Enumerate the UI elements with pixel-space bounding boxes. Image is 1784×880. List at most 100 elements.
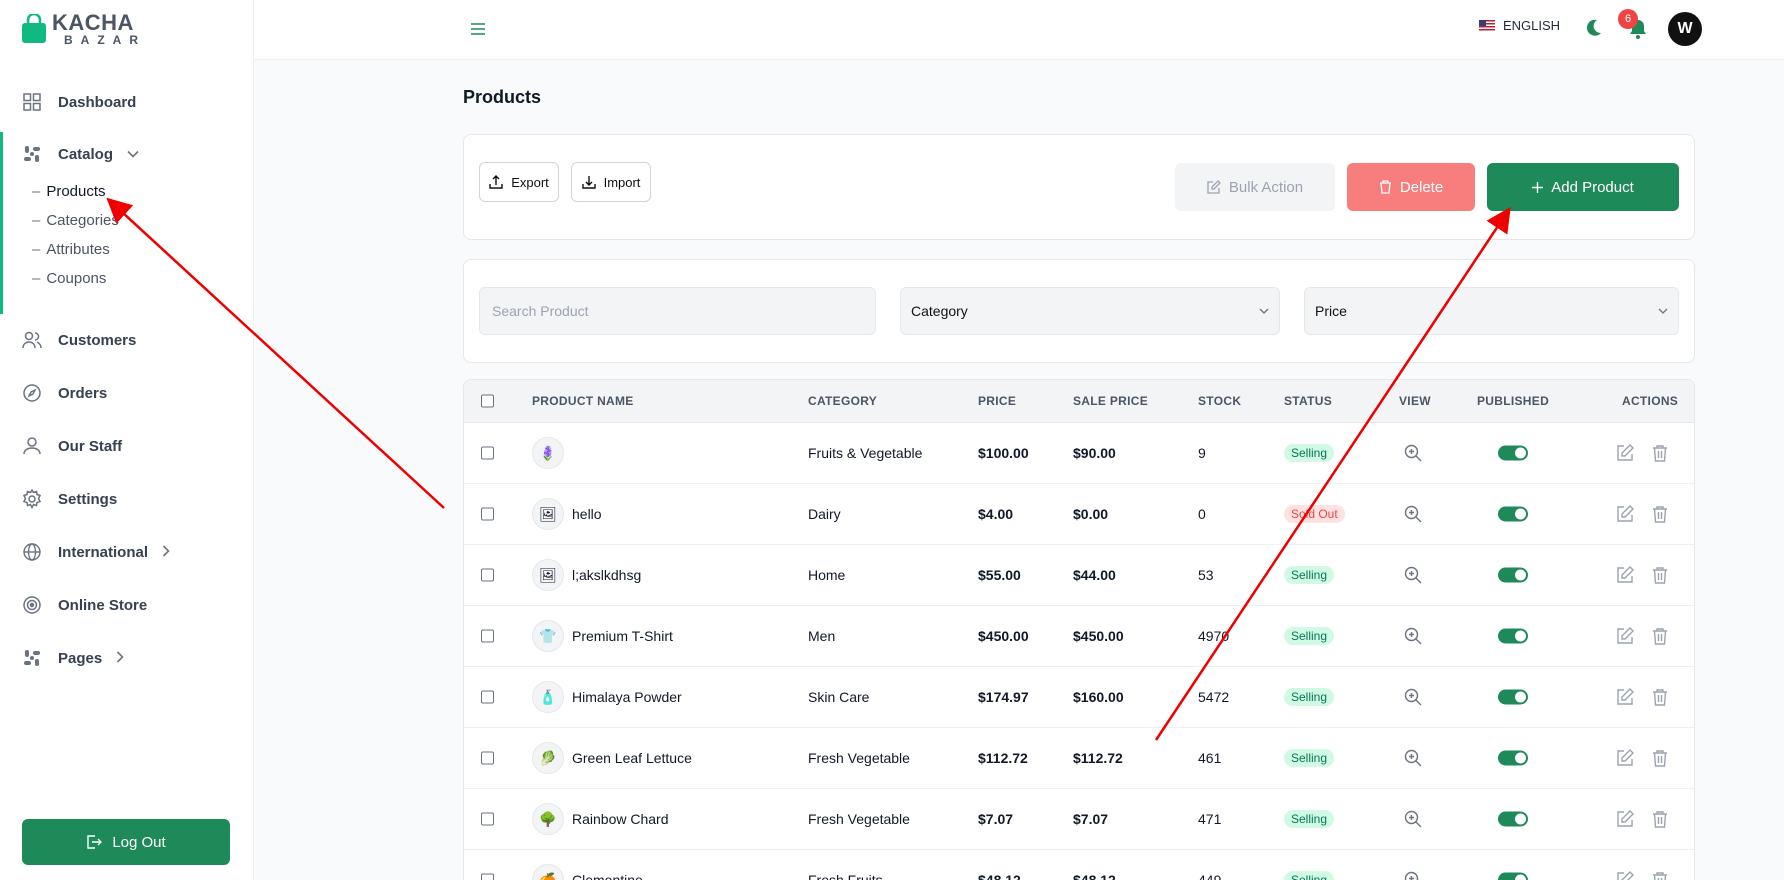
subitem-label: Coupons	[46, 270, 107, 287]
delete-button[interactable]: Delete	[1347, 163, 1475, 211]
export-button[interactable]: Export	[479, 162, 559, 202]
published-toggle[interactable]	[1498, 872, 1528, 880]
edit-icon[interactable]	[1616, 566, 1634, 584]
category-select[interactable]: Category	[900, 287, 1280, 335]
edit-icon[interactable]	[1616, 810, 1634, 828]
sidebar-subitem-categories[interactable]: – Categories	[32, 212, 119, 229]
edit-icon[interactable]	[1616, 749, 1634, 767]
menu-icon[interactable]	[470, 20, 486, 38]
select-all-checkbox[interactable]	[481, 394, 494, 408]
published-toggle[interactable]	[1498, 567, 1528, 583]
column-header[interactable]: VIEW	[1399, 394, 1431, 408]
language-selector[interactable]: ENGLISH	[1479, 18, 1560, 33]
brand-sub: BAZAR	[64, 33, 146, 47]
sidebar-subitem-products[interactable]: – Products	[32, 183, 106, 200]
edit-icon[interactable]	[1616, 505, 1634, 523]
table-header: PRODUCT NAME CATEGORY PRICE SALE PRICE S…	[464, 380, 1694, 423]
sidebar-subitem-attributes[interactable]: – Attributes	[32, 241, 110, 258]
trash-icon[interactable]	[1651, 627, 1669, 645]
edit-icon[interactable]	[1616, 627, 1634, 645]
column-header[interactable]: CATEGORY	[808, 394, 878, 408]
zoom-in-icon[interactable]	[1404, 627, 1422, 645]
zoom-in-icon[interactable]	[1404, 444, 1422, 462]
bulk-action-button[interactable]: Bulk Action	[1175, 163, 1335, 211]
sidebar-item-international[interactable]: International	[0, 532, 254, 572]
published-toggle[interactable]	[1498, 628, 1528, 644]
zoom-in-icon[interactable]	[1404, 505, 1422, 523]
brand-logo[interactable]: KACHA BAZAR	[20, 12, 146, 46]
target-icon	[22, 595, 42, 615]
column-header[interactable]: PUBLISHED	[1477, 394, 1550, 408]
product-price: $174.97	[978, 689, 1029, 705]
sidebar-item-our-staff[interactable]: Our Staff	[0, 426, 254, 466]
sidebar-item-label: Customers	[58, 331, 137, 349]
product-thumbnail: 🌳	[532, 803, 564, 835]
price-select[interactable]: Price	[1304, 287, 1679, 335]
sidebar-item-customers[interactable]: Customers	[0, 320, 254, 360]
row-checkbox[interactable]	[481, 873, 494, 880]
sidebar-item-settings[interactable]: Settings	[0, 479, 254, 519]
import-button[interactable]: Import	[571, 162, 651, 202]
row-checkbox[interactable]	[481, 568, 494, 582]
sidebar-item-pages[interactable]: Pages	[0, 638, 254, 678]
sidebar-item-dashboard[interactable]: Dashboard	[0, 82, 254, 122]
products-table: PRODUCT NAME CATEGORY PRICE SALE PRICE S…	[463, 379, 1695, 880]
row-checkbox[interactable]	[481, 629, 494, 643]
trash-icon[interactable]	[1651, 566, 1669, 584]
trash-icon[interactable]	[1651, 505, 1669, 523]
sidebar-item-catalog[interactable]: Catalog	[0, 134, 254, 174]
zoom-in-icon[interactable]	[1404, 688, 1422, 706]
row-checkbox[interactable]	[481, 751, 494, 765]
catalog-icon	[22, 144, 42, 164]
sidebar-item-online-store[interactable]: Online Store	[0, 585, 254, 625]
product-stock: 5472	[1198, 689, 1230, 705]
published-toggle[interactable]	[1498, 750, 1528, 766]
column-header[interactable]: PRICE	[978, 394, 1017, 408]
edit-icon[interactable]	[1616, 688, 1634, 706]
zoom-in-icon[interactable]	[1404, 871, 1422, 880]
column-header[interactable]: STATUS	[1284, 394, 1333, 408]
table-row: 🍊 Clementine Fresh Fruits $48.12 $48.12 …	[464, 850, 1694, 880]
sidebar-subitem-coupons[interactable]: – Coupons	[32, 270, 107, 287]
edit-icon[interactable]	[1616, 871, 1634, 880]
zoom-in-icon[interactable]	[1404, 749, 1422, 767]
gear-icon	[22, 489, 42, 509]
column-header[interactable]: ACTIONS	[1622, 394, 1679, 408]
column-header[interactable]: PRODUCT NAME	[532, 394, 634, 408]
column-header[interactable]: STOCK	[1198, 394, 1242, 408]
status-badge: Selling	[1284, 627, 1335, 645]
logout-button[interactable]: Log Out	[22, 819, 230, 865]
trash-icon[interactable]	[1651, 688, 1669, 706]
add-product-button[interactable]: Add Product	[1487, 163, 1679, 211]
product-name: Premium T-Shirt	[572, 628, 673, 644]
row-checkbox[interactable]	[481, 446, 494, 460]
product-name: Rainbow Chard	[572, 811, 669, 827]
row-checkbox[interactable]	[481, 812, 494, 826]
trash-icon[interactable]	[1651, 810, 1669, 828]
avatar[interactable]: W	[1668, 12, 1702, 46]
logout-icon	[87, 835, 103, 849]
product-name: l;akslkdhsg	[572, 567, 642, 583]
published-toggle[interactable]	[1498, 811, 1528, 827]
product-category: Dairy	[808, 506, 841, 522]
edit-icon	[1207, 180, 1221, 194]
zoom-in-icon[interactable]	[1404, 566, 1422, 584]
row-checkbox[interactable]	[481, 690, 494, 704]
search-input[interactable]	[479, 287, 876, 335]
row-checkbox[interactable]	[481, 507, 494, 521]
published-toggle[interactable]	[1498, 689, 1528, 705]
published-toggle[interactable]	[1498, 445, 1528, 461]
product-sale-price: $112.72	[1073, 750, 1123, 766]
product-sale-price: $48.12	[1073, 872, 1116, 880]
column-header[interactable]: SALE PRICE	[1073, 394, 1149, 408]
trash-icon[interactable]	[1651, 444, 1669, 462]
sidebar-item-orders[interactable]: Orders	[0, 373, 254, 413]
language-label: ENGLISH	[1503, 18, 1561, 33]
zoom-in-icon[interactable]	[1404, 810, 1422, 828]
edit-icon[interactable]	[1616, 444, 1634, 462]
published-toggle[interactable]	[1498, 506, 1528, 522]
trash-icon[interactable]	[1651, 749, 1669, 767]
subitem-label: Categories	[46, 212, 119, 229]
moon-icon[interactable]	[1582, 17, 1604, 39]
trash-icon[interactable]	[1651, 871, 1669, 880]
